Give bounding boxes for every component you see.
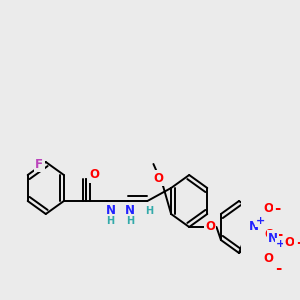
- Text: -: -: [296, 235, 300, 250]
- Text: O: O: [263, 202, 273, 215]
- Text: H: H: [145, 206, 153, 216]
- Text: H: H: [126, 216, 134, 226]
- Text: +: +: [276, 239, 285, 249]
- Text: -: -: [274, 202, 281, 217]
- Text: O: O: [265, 229, 275, 242]
- Text: F: F: [35, 158, 44, 170]
- Text: +: +: [256, 216, 265, 226]
- Text: O: O: [153, 172, 163, 184]
- Text: N: N: [125, 205, 135, 218]
- Text: N: N: [248, 220, 259, 233]
- Text: O: O: [263, 251, 273, 265]
- Text: O: O: [205, 220, 215, 233]
- Text: N: N: [268, 232, 278, 244]
- Text: O: O: [284, 236, 294, 248]
- Text: N: N: [106, 205, 116, 218]
- Text: O: O: [89, 169, 99, 182]
- Text: -: -: [275, 260, 281, 275]
- Text: H: H: [106, 216, 115, 226]
- Text: -: -: [276, 227, 282, 242]
